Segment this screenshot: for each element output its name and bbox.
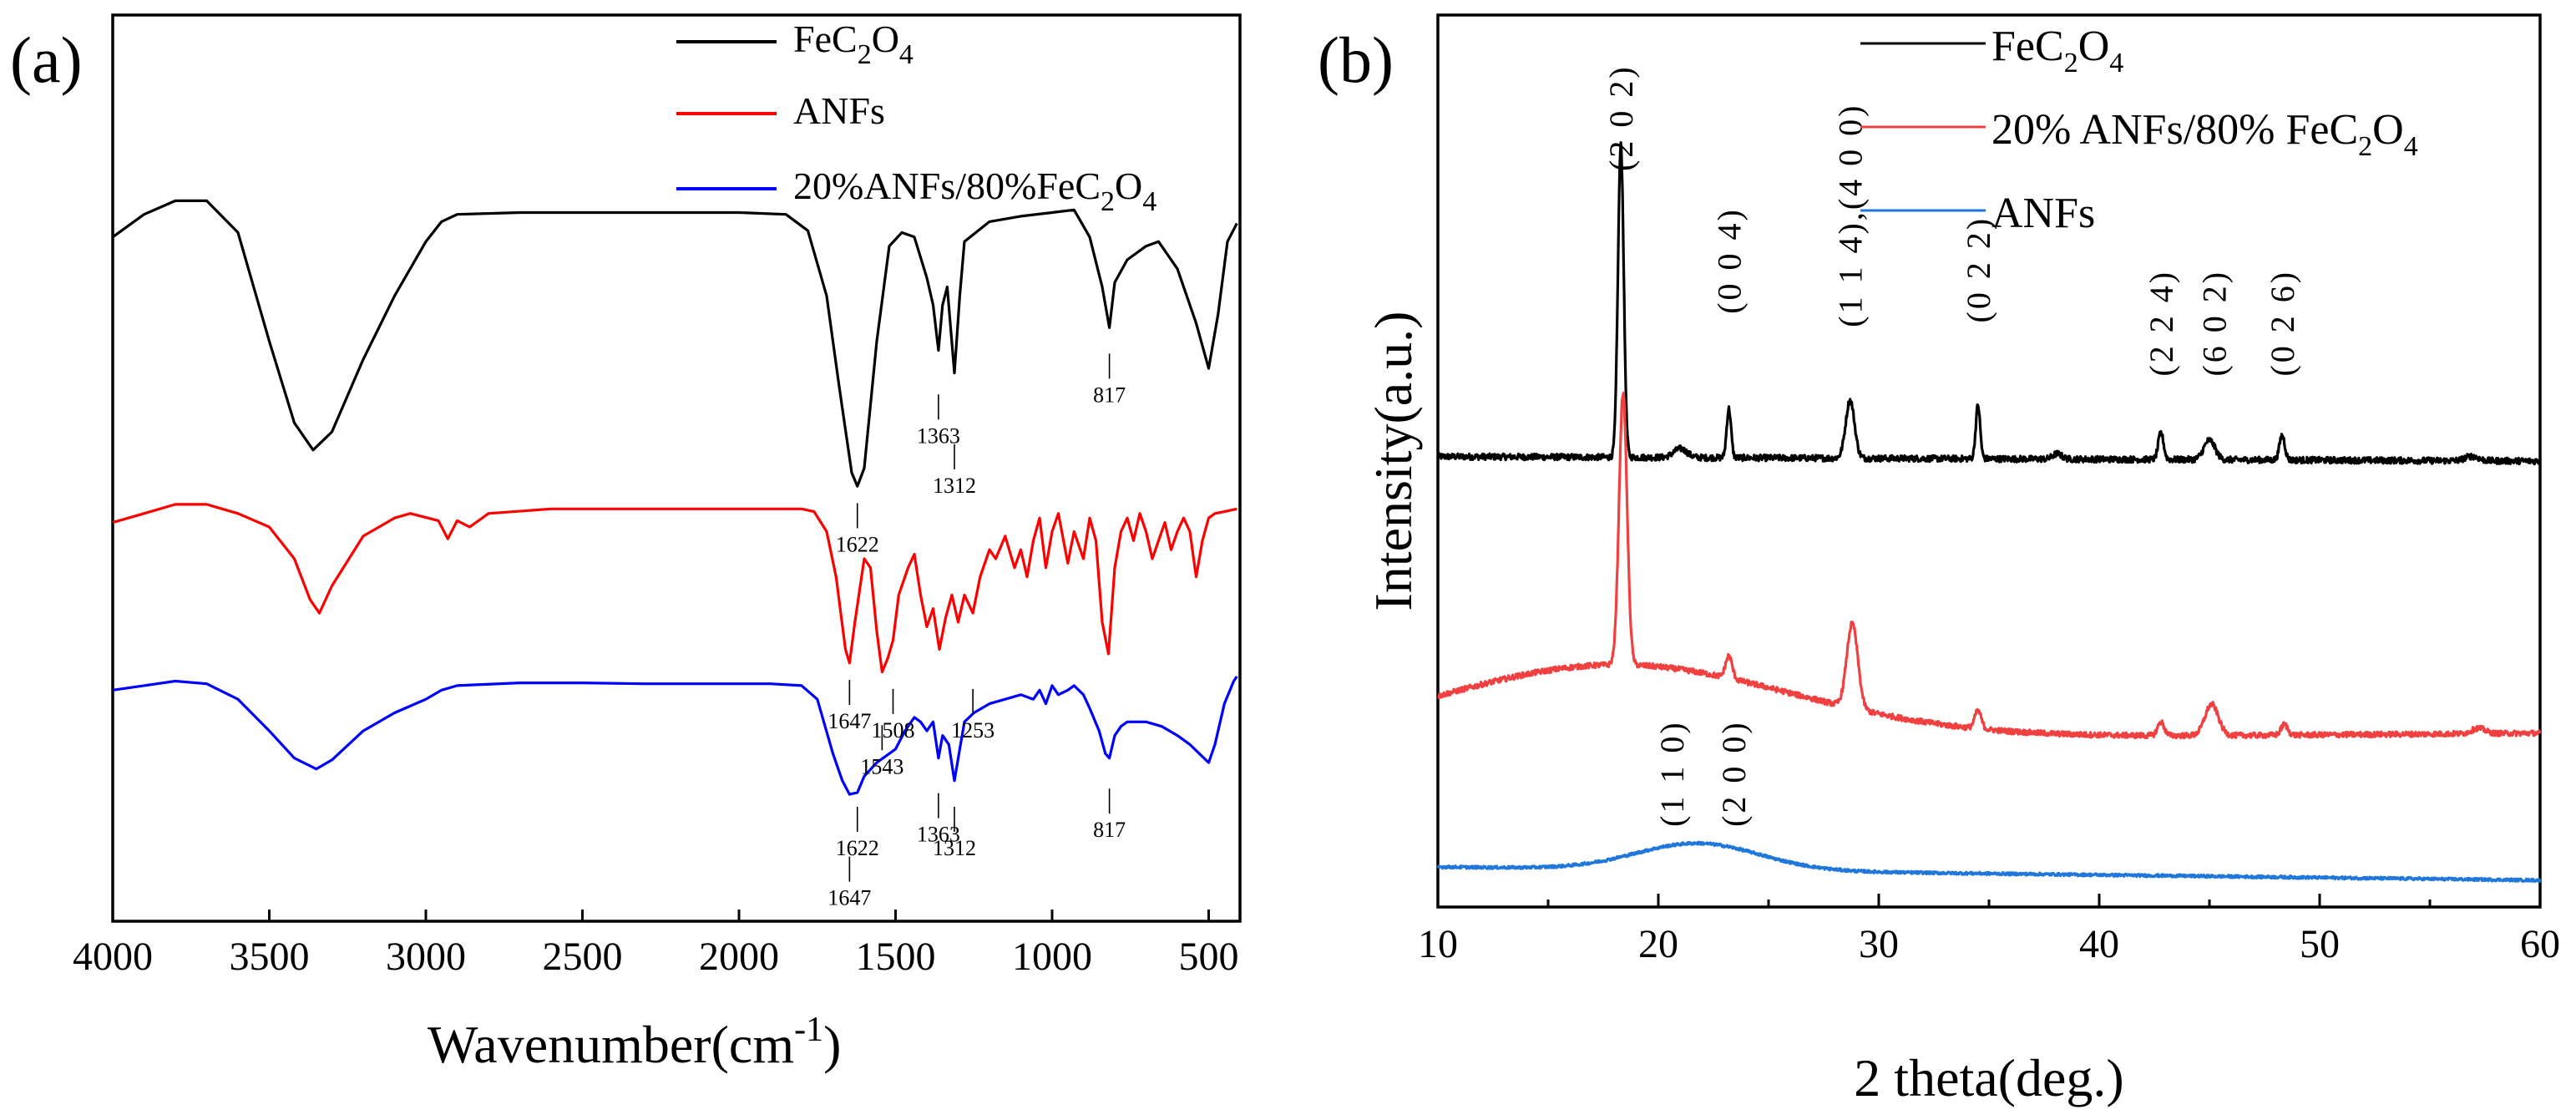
miller-index-label: (6 0 2) [2195,270,2233,377]
legend-entry-1-sub1: 2 [858,39,872,70]
x-tick-label: 20 [1638,922,1678,966]
miller-index-label: (2 2 4) [2143,270,2180,377]
series-line-2 [1437,391,2542,740]
legend-entry-2-mid: O [2372,106,2404,154]
legend-entry-3: 20%ANFs/80%FeC2O4 [793,165,1156,217]
miller-index-label: (1 1 0) [1653,720,1691,827]
miller-index-label: (2 0 2) [1602,64,1640,171]
legend-entry-3-mid: O [1115,165,1142,207]
x-tick-label: 2000 [699,935,779,979]
x-tick-label: 40 [2079,922,2119,966]
panel-a-label: (a) [10,23,83,96]
x-axis-title-close: ) [823,1015,841,1074]
legend-entry-1-mid: O [872,18,899,60]
legend-entry-1: FeC2O4 [793,18,913,70]
legend-entry-3: ANFs [1991,190,2095,237]
miller-index-label: (0 0 4) [1710,207,1748,314]
panel-a-x-axis: 4000 3500 3000 2500 2000 1500 1000 500 [73,910,1239,979]
panel-a-plot-frame [111,13,1242,923]
miller-index-label: (0 2 6) [2264,270,2301,377]
x-axis-title-text: Wavenumber [428,1015,711,1074]
panel-a-series-group [112,199,1238,796]
peak-label: 1253 [951,718,994,742]
panel-b-x-axis: 10 20 30 40 50 60 [1418,894,2560,966]
legend-entry-2-base: 20% ANFs/80% FeC [1991,106,2358,154]
legend-entry-2-sub2: 4 [2404,131,2418,162]
legend-entry-1-sub2: 4 [899,39,913,70]
peak-label: 1508 [872,718,915,742]
panel-a-x-axis-title: Wavenumber(cm-1) [428,1011,841,1074]
panel-b-y-axis-title: Intensity(a.u.) [1364,312,1423,611]
peak-label: 1312 [933,836,976,860]
panel-b-x-axis-title: 2 theta(deg.) [1854,1048,2123,1107]
panel-b-series-group [1436,141,2542,884]
x-tick-label: 50 [2300,922,2340,966]
miller-index-label: (1 1 4),(4 0 0) [1832,104,1870,327]
series-line-1 [1436,141,2542,466]
peak-label: 1647 [827,709,871,733]
x-tick-label: 3500 [230,935,310,979]
peak-label: 1647 [827,886,871,910]
series-line-3 [112,676,1238,796]
peak-label: 1363 [917,423,960,448]
legend-entry-3-sub1: 2 [1101,186,1115,217]
legend-entry-2: 20% ANFs/80% FeC2O4 [1991,106,2418,162]
peak-label: 1363 [917,823,960,847]
x-tick-label: 1000 [1012,935,1092,979]
x-tick-label: 30 [1859,922,1899,966]
series-line-3 [1436,840,2542,884]
legend-entry-3-base: 20%ANFs/80%FeC [793,165,1101,207]
legend-entry-1: FeC2O4 [1991,23,2123,79]
x-tick-label: 3000 [386,935,466,979]
peak-label: 1622 [836,532,879,556]
legend-entry-3-base: ANFs [1991,190,2095,237]
x-tick-label: 2500 [543,935,623,979]
peak-label: 817 [1093,818,1126,842]
x-tick-label: 60 [2520,922,2560,966]
panel-b-xrd-chart: (b) (2 0 2) (0 0 4) (1 1 4),(4 0 0) (0 2 2)… [1318,13,2560,1107]
x-axis-title-exponent: -1 [794,1011,823,1049]
legend-entry-1-sub2: 4 [2109,48,2123,79]
legend-entry-2-base: ANFs [793,89,885,132]
legend-entry-1-mid: O [2078,23,2110,70]
peak-label: 817 [1093,383,1126,407]
miller-index-label: (0 2 2) [1960,216,1997,323]
panel-b-annotations: (2 0 2) (0 0 4) (1 1 4),(4 0 0) (0 2 2) (2 2… [1602,64,2301,827]
x-tick-label: 1500 [856,935,936,979]
x-axis-title-unit: (cm [711,1015,795,1074]
series-line-1 [112,199,1238,488]
miller-index-label: (2 0 0) [1715,720,1753,827]
peak-label: 1543 [860,754,903,778]
legend-entry-2: ANFs [793,89,885,132]
peak-label: 1312 [933,474,976,498]
legend-entry-1-sub1: 2 [2064,48,2078,79]
legend-entry-1-base: FeC [1991,23,2064,70]
panel-b-label: (b) [1318,23,1394,96]
legend-entry-2-sub1: 2 [2358,131,2372,162]
peak-label: 1622 [836,836,879,860]
x-tick-label: 4000 [73,935,153,979]
x-tick-label: 500 [1179,935,1239,979]
legend-entry-3-sub2: 4 [1142,186,1156,217]
series-line-2 [112,503,1237,674]
legend-entry-1-base: FeC [793,18,858,60]
x-tick-label: 10 [1418,922,1458,966]
